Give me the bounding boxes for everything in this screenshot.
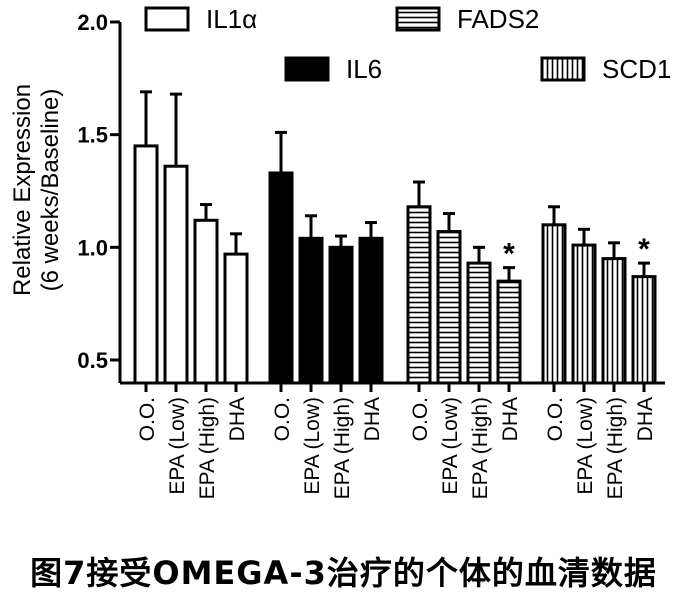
legend: IL1α IL6 FADS2 SCD1: [144, 4, 671, 84]
legend-item: SCD1: [540, 54, 671, 84]
bar: [601, 257, 627, 385]
legend-swatch: [395, 6, 441, 32]
x-tick-label: EPA (High): [196, 397, 219, 499]
x-tick-label: DHA: [634, 397, 657, 441]
legend-swatch: [540, 56, 586, 82]
legend-swatch: [144, 6, 190, 32]
significance-marker: *: [503, 238, 515, 271]
bar-group: O.O. EPA (Low) EPA (High) DHA: [268, 130, 384, 499]
legend-item: IL1α: [144, 4, 257, 34]
bar: [328, 245, 354, 385]
x-tick-label: DHA: [499, 397, 522, 441]
bar: [298, 236, 324, 385]
y-tick-label: 1.0: [77, 235, 108, 260]
bar: [358, 236, 384, 385]
chart: 0.5 1.0 1.5 2.0 Relative Expression (6 weeks/…: [9, 4, 671, 499]
y-tick-label: 1.5: [77, 123, 108, 148]
legend-item: FADS2: [395, 4, 539, 34]
x-tick-label: O.O.: [409, 397, 432, 441]
bars: O.O. EPA (Low) EPA (High) DHA O.O. EPA (Low) E…: [133, 90, 657, 499]
x-tick-label: DHA: [361, 397, 384, 441]
legend-label: FADS2: [457, 4, 539, 34]
x-tick-label: DHA: [226, 397, 249, 441]
bar: [466, 261, 492, 385]
x-tick-label: EPA (High): [604, 397, 627, 499]
bar: [133, 144, 159, 385]
x-tick-label: O.O.: [271, 397, 294, 441]
figure-caption: 图7接受OMEGA-3治疗的个体的血清数据: [30, 554, 657, 592]
bar: [193, 218, 219, 385]
legend-swatch: [284, 56, 330, 82]
bar-group: O.O. EPA (Low) EPA (High) * DHA: [406, 180, 522, 499]
legend-item: IL6: [284, 54, 382, 84]
bar: [406, 205, 432, 385]
x-tick-label: O.O.: [136, 397, 159, 441]
x-tick-label: O.O.: [544, 397, 567, 441]
y-tick-label: 2.0: [77, 10, 108, 35]
x-tick-label: EPA (Low): [301, 397, 324, 495]
bar-group: O.O. EPA (Low) EPA (High) DHA: [133, 90, 249, 499]
y-axis-label-line: Relative Expression: [9, 84, 36, 296]
bar: [496, 279, 522, 385]
x-tick-label: EPA (Low): [574, 397, 597, 495]
y-axis-label-line: (6 weeks/Baseline): [37, 89, 64, 292]
y-axis-label: Relative Expression (6 weeks/Baseline): [9, 84, 64, 296]
x-tick-label: EPA (High): [331, 397, 354, 499]
x-tick-label: EPA (High): [469, 397, 492, 499]
significance-marker: *: [638, 233, 650, 266]
bar: [541, 223, 567, 385]
bar: [631, 275, 657, 385]
bar: [436, 230, 462, 385]
legend-label: IL1α: [206, 4, 257, 34]
bar: [268, 171, 294, 385]
bar: [571, 243, 597, 385]
bar-group: O.O. EPA (Low) EPA (High) * DHA: [541, 205, 657, 499]
x-tick-label: EPA (Low): [166, 397, 189, 495]
bar: [163, 164, 189, 385]
legend-label: SCD1: [602, 54, 671, 84]
y-tick-label: 0.5: [77, 348, 108, 373]
legend-label: IL6: [346, 54, 382, 84]
bar: [223, 252, 249, 385]
x-tick-label: EPA (Low): [439, 397, 462, 495]
axes: 0.5 1.0 1.5 2.0 Relative Expression (6 weeks/…: [9, 10, 665, 385]
